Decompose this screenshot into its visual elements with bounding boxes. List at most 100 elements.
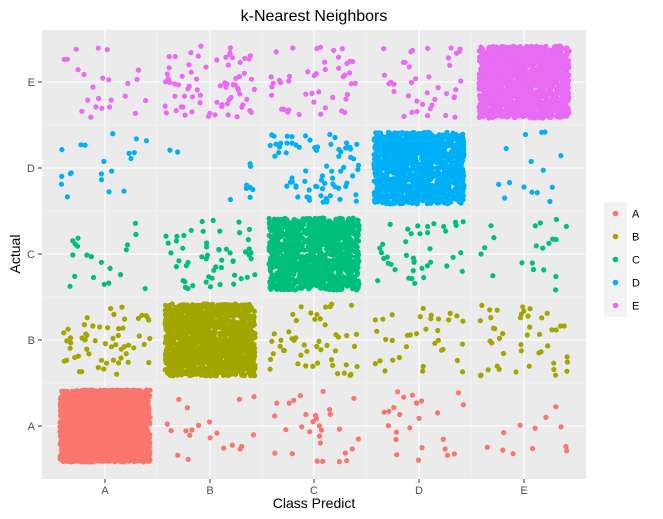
point bbox=[167, 330, 173, 336]
point bbox=[385, 423, 391, 429]
point bbox=[67, 335, 73, 341]
point bbox=[419, 398, 425, 404]
point bbox=[186, 308, 192, 314]
point bbox=[316, 338, 322, 344]
point bbox=[286, 400, 292, 406]
point bbox=[289, 451, 295, 457]
point bbox=[231, 281, 237, 287]
point bbox=[139, 312, 145, 318]
point bbox=[500, 447, 506, 453]
point bbox=[442, 446, 448, 452]
point bbox=[413, 400, 419, 406]
point bbox=[184, 302, 190, 308]
point bbox=[319, 216, 325, 222]
point bbox=[113, 423, 119, 429]
point bbox=[248, 256, 254, 262]
point bbox=[107, 265, 113, 271]
point bbox=[484, 444, 490, 450]
point bbox=[112, 438, 118, 444]
cell-B-A bbox=[61, 304, 153, 377]
point bbox=[524, 332, 530, 338]
point bbox=[119, 458, 125, 464]
point bbox=[58, 413, 64, 419]
point bbox=[110, 456, 116, 462]
point bbox=[75, 353, 81, 359]
point bbox=[304, 348, 310, 354]
point bbox=[391, 404, 397, 411]
point bbox=[218, 265, 224, 271]
point bbox=[539, 315, 545, 321]
point bbox=[389, 312, 395, 318]
point bbox=[233, 332, 239, 338]
point bbox=[520, 304, 526, 310]
point bbox=[193, 315, 200, 321]
point bbox=[312, 316, 318, 322]
point bbox=[527, 306, 533, 312]
point bbox=[564, 354, 570, 360]
point bbox=[82, 403, 88, 409]
point bbox=[69, 410, 75, 416]
point bbox=[494, 307, 500, 313]
point bbox=[538, 349, 544, 355]
point bbox=[189, 427, 195, 433]
point bbox=[131, 345, 137, 351]
point bbox=[147, 414, 153, 420]
point bbox=[354, 363, 360, 370]
point bbox=[103, 424, 109, 431]
point bbox=[146, 360, 152, 366]
point bbox=[242, 365, 248, 371]
point bbox=[231, 326, 237, 332]
point bbox=[322, 322, 328, 328]
point bbox=[120, 325, 126, 331]
point bbox=[174, 362, 180, 368]
point bbox=[140, 442, 146, 449]
point bbox=[137, 392, 143, 398]
point bbox=[64, 338, 70, 344]
point bbox=[492, 326, 498, 332]
point bbox=[239, 355, 245, 361]
point bbox=[561, 323, 567, 329]
point bbox=[236, 219, 242, 225]
point bbox=[119, 444, 125, 450]
point bbox=[75, 235, 81, 241]
point bbox=[101, 281, 107, 287]
point bbox=[242, 249, 249, 255]
point bbox=[331, 227, 337, 233]
point bbox=[270, 351, 276, 357]
point bbox=[204, 308, 210, 314]
cell-A-E bbox=[484, 404, 570, 457]
point bbox=[314, 312, 320, 318]
point bbox=[182, 279, 188, 285]
point bbox=[127, 457, 133, 463]
point bbox=[314, 458, 320, 464]
point bbox=[110, 335, 116, 341]
point bbox=[88, 426, 94, 432]
point bbox=[169, 301, 175, 307]
point bbox=[138, 427, 144, 433]
point bbox=[126, 342, 132, 348]
point bbox=[110, 392, 117, 398]
point bbox=[246, 308, 252, 314]
point bbox=[75, 432, 81, 438]
point bbox=[190, 283, 196, 289]
point bbox=[199, 311, 205, 317]
point bbox=[89, 436, 95, 442]
point bbox=[252, 272, 258, 278]
point bbox=[123, 247, 129, 253]
point bbox=[355, 436, 361, 442]
point bbox=[209, 308, 215, 314]
point bbox=[304, 253, 310, 259]
point bbox=[327, 304, 333, 310]
point bbox=[372, 361, 378, 367]
point bbox=[250, 432, 256, 438]
point bbox=[513, 369, 519, 375]
point bbox=[188, 346, 194, 352]
point bbox=[122, 422, 128, 428]
point bbox=[237, 369, 243, 375]
point bbox=[283, 427, 289, 433]
point bbox=[213, 368, 219, 374]
point bbox=[82, 337, 88, 343]
cell-C-C bbox=[266, 215, 362, 293]
point bbox=[143, 313, 149, 319]
point bbox=[344, 333, 350, 339]
